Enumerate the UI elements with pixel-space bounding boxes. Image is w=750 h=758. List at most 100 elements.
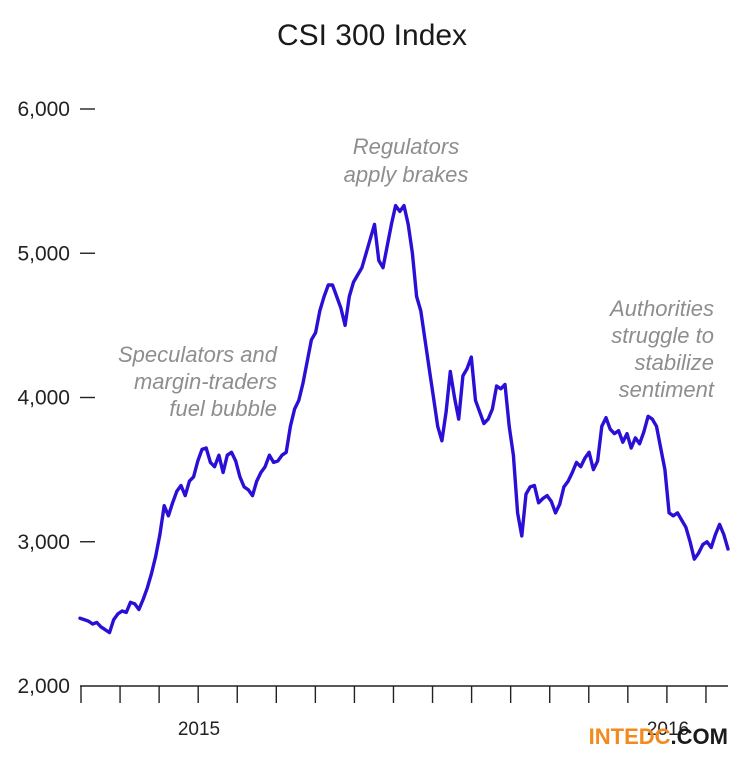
data-point	[545, 494, 549, 497]
data-point	[537, 501, 540, 505]
data-point	[381, 266, 385, 270]
data-point	[322, 295, 326, 298]
data-point	[390, 223, 393, 226]
data-point	[162, 504, 166, 508]
data-point	[103, 628, 107, 632]
data-point	[436, 424, 440, 428]
data-point	[284, 450, 288, 454]
data-point	[491, 407, 494, 411]
data-point	[124, 611, 128, 614]
data-point	[213, 465, 217, 469]
data-point	[566, 479, 570, 483]
data-point	[242, 485, 246, 489]
data-point	[129, 600, 132, 604]
data-point	[427, 367, 431, 370]
data-point	[570, 471, 574, 474]
data-point	[415, 295, 418, 298]
data-point	[343, 324, 347, 327]
data-point	[575, 461, 578, 464]
data-point	[688, 540, 692, 544]
data-point	[238, 475, 242, 479]
data-point	[592, 468, 595, 471]
data-point	[503, 383, 507, 386]
data-point	[221, 471, 225, 474]
data-point	[469, 355, 473, 359]
data-point	[558, 502, 562, 506]
annotation-bubble-line-1: Speculators and	[118, 342, 278, 367]
x-axis-ticks	[80, 686, 707, 703]
data-point	[512, 453, 515, 457]
data-point	[528, 485, 532, 489]
data-point	[655, 424, 658, 428]
data-point	[335, 295, 339, 298]
data-point	[133, 602, 137, 606]
data-point	[272, 461, 275, 464]
y-axis-labels: 2,000 3,000 4,000 5,000 6,000	[17, 98, 70, 698]
data-point	[440, 439, 444, 443]
data-point	[326, 283, 330, 287]
data-point	[613, 432, 616, 435]
data-point	[432, 396, 435, 399]
data-point	[718, 523, 721, 526]
data-point	[444, 410, 448, 414]
data-point	[621, 440, 625, 444]
data-point	[617, 429, 620, 433]
data-point	[276, 459, 280, 463]
data-point	[95, 621, 99, 624]
annotation-authorities-line-2: struggle to	[611, 323, 714, 348]
data-point	[141, 598, 145, 601]
data-point	[579, 465, 583, 469]
data-point	[625, 432, 629, 435]
data-point	[457, 417, 461, 421]
data-point	[192, 475, 196, 479]
data-point	[305, 360, 309, 363]
data-point	[183, 494, 187, 497]
data-point	[554, 511, 557, 515]
data-point	[310, 338, 313, 342]
data-point	[676, 511, 679, 515]
y-tick-label: 6,000	[17, 98, 70, 121]
y-tick-label: 5,000	[17, 242, 70, 265]
data-point	[120, 609, 124, 613]
x-tick-label-2015: 2015	[178, 719, 220, 740]
data-point	[411, 251, 414, 255]
watermark-part-1: INTEDC	[589, 724, 671, 749]
data-point	[112, 618, 116, 621]
data-point	[154, 554, 158, 558]
data-point	[562, 485, 566, 489]
data-point	[339, 306, 343, 310]
data-point	[596, 459, 599, 463]
data-point	[167, 514, 170, 518]
data-point	[116, 612, 120, 616]
data-point	[331, 283, 334, 287]
data-point	[230, 450, 233, 454]
data-point	[368, 237, 372, 241]
series-points	[78, 204, 730, 634]
y-tick-label: 3,000	[17, 531, 70, 554]
data-point	[600, 424, 604, 428]
data-point	[137, 608, 141, 611]
annotation-regulators: Regulators apply brakes	[344, 134, 469, 187]
data-point	[188, 479, 191, 483]
data-point	[714, 533, 717, 536]
data-point	[268, 453, 271, 457]
data-point	[629, 446, 633, 450]
data-point	[209, 461, 212, 464]
data-point	[377, 259, 381, 262]
data-point	[360, 266, 364, 270]
data-point	[373, 223, 376, 226]
data-point	[419, 309, 423, 313]
annotation-authorities: Authorities struggle to stabilize sentim…	[608, 296, 715, 402]
data-point	[453, 396, 456, 399]
y-axis-ticks	[80, 108, 95, 543]
data-point	[659, 446, 663, 450]
data-point	[680, 518, 684, 522]
data-point	[634, 436, 637, 440]
y-tick-label: 2,000	[17, 675, 70, 698]
data-point	[225, 453, 229, 457]
data-point	[541, 497, 545, 500]
data-point	[482, 422, 486, 425]
data-point	[524, 492, 528, 496]
data-point	[663, 468, 667, 471]
data-point	[461, 374, 465, 378]
